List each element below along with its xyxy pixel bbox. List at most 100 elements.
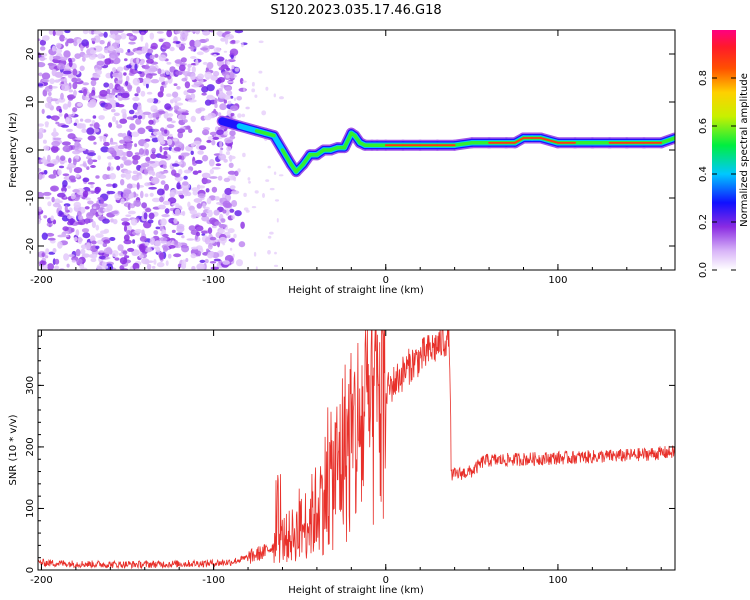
- noise-blob: [227, 234, 230, 239]
- noise-blob: [209, 30, 214, 33]
- noise-blob: [159, 140, 166, 145]
- noise-blob: [254, 94, 258, 98]
- noise-blob: [48, 224, 52, 228]
- noise-blob: [55, 48, 63, 54]
- noise-blob: [92, 115, 97, 119]
- noise-blob: [96, 69, 102, 75]
- noise-blob: [38, 157, 41, 160]
- noise-blob: [135, 118, 142, 125]
- noise-blob: [61, 141, 71, 146]
- noise-blob: [176, 182, 181, 190]
- noise-blob: [218, 67, 224, 71]
- colorbar-tick-label: 0.0: [698, 262, 709, 278]
- noise-blob: [112, 183, 118, 189]
- noise-blob: [68, 59, 73, 68]
- noise-blob: [116, 149, 124, 157]
- noise-blob: [120, 198, 125, 205]
- noise-blob: [51, 196, 55, 203]
- noise-blob: [202, 202, 206, 209]
- noise-blob: [70, 227, 75, 233]
- noise-blob: [126, 230, 131, 235]
- noise-blob: [241, 113, 246, 118]
- noise-blob: [278, 174, 284, 177]
- noise-blob: [164, 183, 169, 191]
- noise-blob: [206, 248, 210, 253]
- noise-blob: [273, 171, 277, 175]
- noise-blob: [134, 229, 143, 234]
- noise-blob: [159, 145, 163, 153]
- noise-blob: [112, 67, 117, 73]
- noise-blob: [230, 95, 234, 99]
- noise-blob: [201, 233, 206, 236]
- noise-blob: [103, 82, 110, 88]
- noise-blob: [196, 51, 204, 56]
- noise-blob: [251, 88, 256, 93]
- noise-blob: [208, 159, 215, 167]
- noise-blob: [238, 241, 246, 248]
- noise-blob: [186, 238, 195, 241]
- noise-blob: [188, 225, 196, 232]
- noise-blob: [261, 110, 267, 116]
- noise-blob: [197, 193, 206, 199]
- colorbar-tick-label: 0.6: [698, 118, 709, 134]
- noise-blob: [212, 136, 220, 140]
- noise-blob: [43, 170, 48, 175]
- noise-blob: [119, 257, 128, 265]
- noise-blob: [93, 122, 100, 129]
- noise-blob: [237, 168, 241, 173]
- noise-blob: [176, 86, 181, 90]
- noise-blob: [91, 30, 95, 35]
- noise-blob: [217, 97, 225, 103]
- noise-blob: [158, 154, 167, 159]
- figure-title: S120.2023.035.17.46.G18: [270, 3, 441, 18]
- noise-blob: [44, 102, 52, 109]
- noise-blob: [182, 181, 189, 186]
- snr-panel: -200 -100 0 100 0 100 200 300 Height of straigh…: [8, 329, 676, 596]
- noise-blob: [258, 40, 264, 44]
- noise-blob: [41, 232, 48, 240]
- noise-blob: [138, 148, 145, 155]
- noise-blob: [111, 88, 116, 96]
- noise-blob: [73, 90, 77, 97]
- noise-blob: [38, 206, 42, 212]
- ridge-segment: [659, 136, 675, 145]
- noise-blob: [224, 86, 232, 91]
- noise-blob: [186, 125, 191, 130]
- noise-blob: [181, 210, 186, 217]
- noise-blob: [207, 227, 213, 235]
- noise-blob: [64, 30, 71, 34]
- noise-blob: [195, 159, 203, 164]
- noise-blob: [176, 225, 185, 233]
- noise-blob: [160, 180, 166, 185]
- noise-blob: [108, 82, 114, 90]
- noise-blob: [97, 155, 101, 161]
- noise-blob: [201, 172, 211, 179]
- noise-blob: [67, 96, 74, 101]
- noise-blob: [213, 70, 220, 77]
- noise-blob: [93, 253, 97, 260]
- noise-blob: [147, 219, 154, 224]
- noise-blob: [265, 86, 269, 91]
- noise-blob: [136, 86, 141, 94]
- noise-speckle: [38, 30, 284, 270]
- noise-blob: [116, 165, 121, 171]
- snr-axes: -200 -100 0 100 0 100 200 300: [25, 330, 675, 586]
- noise-blob: [196, 226, 204, 232]
- noise-blob: [150, 153, 157, 159]
- noise-blob: [181, 245, 190, 253]
- noise-blob: [81, 228, 90, 233]
- noise-blob: [125, 150, 133, 158]
- noise-blob: [134, 93, 139, 97]
- noise-blob: [55, 121, 60, 125]
- noise-blob: [123, 72, 127, 76]
- noise-blob: [158, 54, 167, 62]
- noise-blob: [189, 39, 196, 48]
- noise-blob: [116, 86, 124, 90]
- noise-blob: [206, 62, 214, 70]
- noise-blob: [38, 62, 46, 68]
- noise-blob: [216, 56, 225, 62]
- y-tick-label: -20: [25, 238, 36, 254]
- noise-blob: [150, 79, 160, 84]
